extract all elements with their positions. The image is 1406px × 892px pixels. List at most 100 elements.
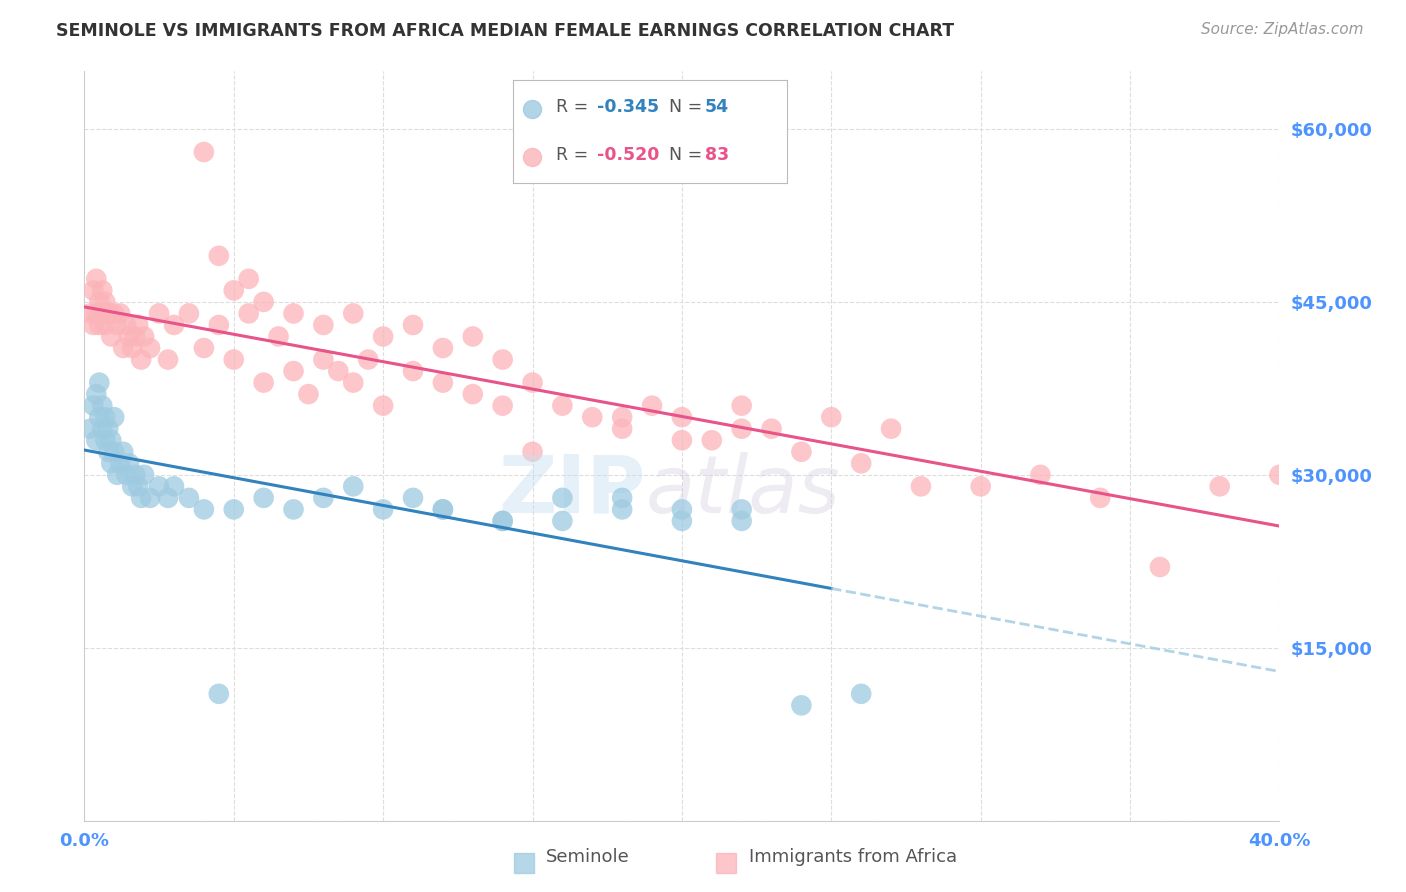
Point <box>79 422 101 436</box>
Point <box>79 306 101 320</box>
Point <box>700 434 723 448</box>
Point <box>97 306 120 320</box>
Text: -0.345: -0.345 <box>596 98 659 116</box>
Point <box>105 467 128 482</box>
Point <box>1268 467 1291 482</box>
Point <box>129 352 152 367</box>
Point <box>492 514 515 528</box>
Point <box>522 444 544 458</box>
Point <box>208 249 231 263</box>
Point <box>94 318 117 332</box>
Point <box>193 145 215 159</box>
Point <box>1209 479 1232 493</box>
Point <box>581 410 603 425</box>
Point <box>671 514 693 528</box>
Point <box>402 491 425 505</box>
Point <box>222 352 245 367</box>
Point <box>612 502 634 516</box>
Point <box>89 376 111 390</box>
Point <box>432 341 454 355</box>
Point <box>461 329 484 343</box>
Point <box>193 502 215 516</box>
Point <box>193 341 215 355</box>
Point <box>357 352 380 367</box>
Point <box>115 318 138 332</box>
Point <box>671 502 693 516</box>
Point <box>105 318 128 332</box>
Point <box>253 294 276 309</box>
Point <box>373 502 395 516</box>
Point <box>522 376 544 390</box>
Point <box>110 456 132 470</box>
Point <box>89 294 111 309</box>
Point <box>283 502 305 516</box>
Point <box>312 491 335 505</box>
Point <box>1149 560 1171 574</box>
Point <box>148 306 170 320</box>
Point <box>342 479 364 493</box>
Point <box>222 284 245 298</box>
Point <box>97 444 120 458</box>
Point <box>121 341 143 355</box>
Point <box>551 399 574 413</box>
Point <box>402 318 425 332</box>
Text: ZIP: ZIP <box>499 452 647 530</box>
Point <box>238 272 260 286</box>
Point <box>312 352 335 367</box>
Point <box>373 399 395 413</box>
Point <box>492 399 515 413</box>
Point <box>157 491 180 505</box>
Text: 83: 83 <box>706 146 730 164</box>
Point <box>129 491 152 505</box>
Text: R =: R = <box>555 98 593 116</box>
Point <box>86 387 108 401</box>
Point <box>163 318 186 332</box>
Point <box>82 399 104 413</box>
Point <box>731 399 754 413</box>
Point <box>461 387 484 401</box>
Text: N =: N = <box>669 146 709 164</box>
Point <box>86 306 108 320</box>
Point <box>118 456 141 470</box>
Point <box>139 491 162 505</box>
Point <box>671 434 693 448</box>
Point <box>910 479 932 493</box>
Point <box>342 306 364 320</box>
Point <box>253 376 276 390</box>
Point <box>139 341 162 355</box>
Point <box>82 284 104 298</box>
Point <box>253 491 276 505</box>
Point <box>851 456 873 470</box>
Point <box>94 434 117 448</box>
Point <box>342 376 364 390</box>
Text: Immigrants from Africa: Immigrants from Africa <box>748 848 956 866</box>
Point <box>1090 491 1112 505</box>
Point <box>222 502 245 516</box>
Point <box>551 491 574 505</box>
Point <box>163 479 186 493</box>
Point <box>103 410 125 425</box>
Point <box>86 434 108 448</box>
Point <box>492 352 515 367</box>
Text: Source: ZipAtlas.com: Source: ZipAtlas.com <box>1201 22 1364 37</box>
Point <box>121 479 143 493</box>
Point <box>432 376 454 390</box>
Point <box>177 306 200 320</box>
Text: Seminole: Seminole <box>546 848 630 866</box>
Point <box>312 318 335 332</box>
Point <box>283 364 305 378</box>
Point <box>100 434 122 448</box>
Point <box>94 410 117 425</box>
Point <box>91 306 114 320</box>
Point <box>267 329 290 343</box>
Point <box>612 422 634 436</box>
Point <box>432 502 454 516</box>
Point <box>790 444 813 458</box>
Point <box>1029 467 1052 482</box>
Point <box>373 329 395 343</box>
Text: R =: R = <box>555 146 593 164</box>
Text: N =: N = <box>669 98 709 116</box>
Point <box>880 422 903 436</box>
Point <box>86 272 108 286</box>
Point <box>148 479 170 493</box>
